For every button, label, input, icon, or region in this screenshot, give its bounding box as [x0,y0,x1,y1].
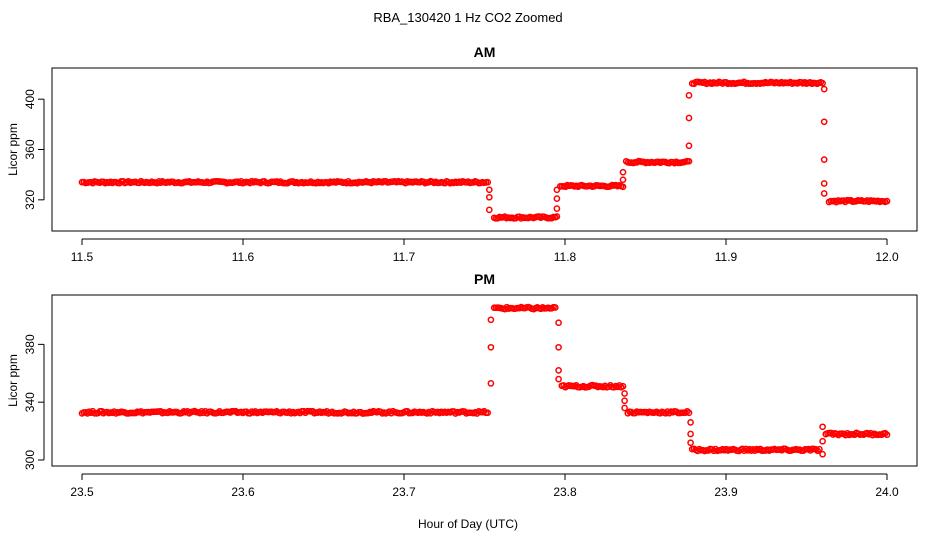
data-point [819,423,826,431]
data-point [487,380,495,387]
x-tick-label: 11.9 [715,250,738,264]
data-point [687,419,694,426]
x-tick-label: 23.6 [231,485,255,499]
data-point [485,206,493,214]
data-point [820,180,828,187]
data-point [883,197,891,205]
data-point [487,316,495,324]
data-point [619,176,627,184]
data-point [819,79,826,87]
x-tick-label: 11.7 [393,250,416,264]
data-point [555,343,562,351]
data-point [487,343,495,351]
x-tick-label: 11.8 [554,250,577,264]
am-panel: AM 11.5 11.6 11.7 11.8 11.9 12.0 320 360 400Licor… [6,44,918,264]
data-point [553,186,561,194]
data-point [687,430,694,438]
x-axis-label: Hour of Day (UTC) [418,517,518,531]
y-axis-label: Licor ppm [6,123,20,176]
data-points [78,78,891,222]
pm-panel: PM 23.5 23.6 23.7 23.8 23.9 24.0 300 340 380Licor… [6,271,918,499]
data-point [553,205,561,212]
data-point [485,186,493,194]
y-tick-label: 300 [23,450,37,470]
data-point [621,404,628,412]
data-point [883,431,891,439]
data-point [687,439,694,447]
data-point [484,178,492,186]
data-point [621,390,628,397]
x-tick-label: 11.5 [71,250,94,264]
data-point [555,319,562,327]
data-point [685,92,693,99]
y-tick-label: 320 [23,190,37,210]
data-point [820,85,828,93]
data-point [685,157,693,165]
y-tick-label: 360 [23,139,37,159]
data-point [84,410,91,417]
panel-title: AM [474,44,496,60]
data-point [820,118,828,126]
x-tick-label: 23.5 [70,485,94,499]
data-point [820,156,828,163]
data-point [819,450,826,458]
x-tick-label: 23.8 [553,485,577,499]
y-tick-label: 380 [23,334,37,354]
data-point [619,183,627,191]
data-points [78,303,891,458]
y-tick-label: 400 [23,89,37,109]
data-point [621,397,628,405]
data-point [553,213,561,220]
plot-frame [51,67,918,232]
data-point [485,193,493,201]
panel-title: PM [474,271,495,287]
data-point [555,367,562,374]
x-tick-label: 24.0 [875,485,899,499]
y-tick-label: 340 [23,392,37,412]
data-point [685,114,693,122]
data-point [820,190,828,197]
data-point [553,195,561,202]
data-point [685,142,693,150]
data-point [685,409,693,417]
figure-title: RBA_130420 1 Hz CO2 Zoomed [373,10,562,25]
x-tick-label: 23.7 [392,485,416,499]
x-tick-label: 12.0 [875,250,899,264]
y-axis-label: Licor ppm [6,354,20,407]
data-point [619,168,627,176]
data-point [816,445,823,453]
x-tick-label: 11.6 [232,250,255,264]
data-point [819,437,826,445]
plot-frame [51,294,918,467]
data-point [555,375,562,383]
data-point [484,409,492,417]
data-point [619,382,627,390]
data-point [551,304,559,311]
x-tick-label: 23.9 [714,485,738,499]
